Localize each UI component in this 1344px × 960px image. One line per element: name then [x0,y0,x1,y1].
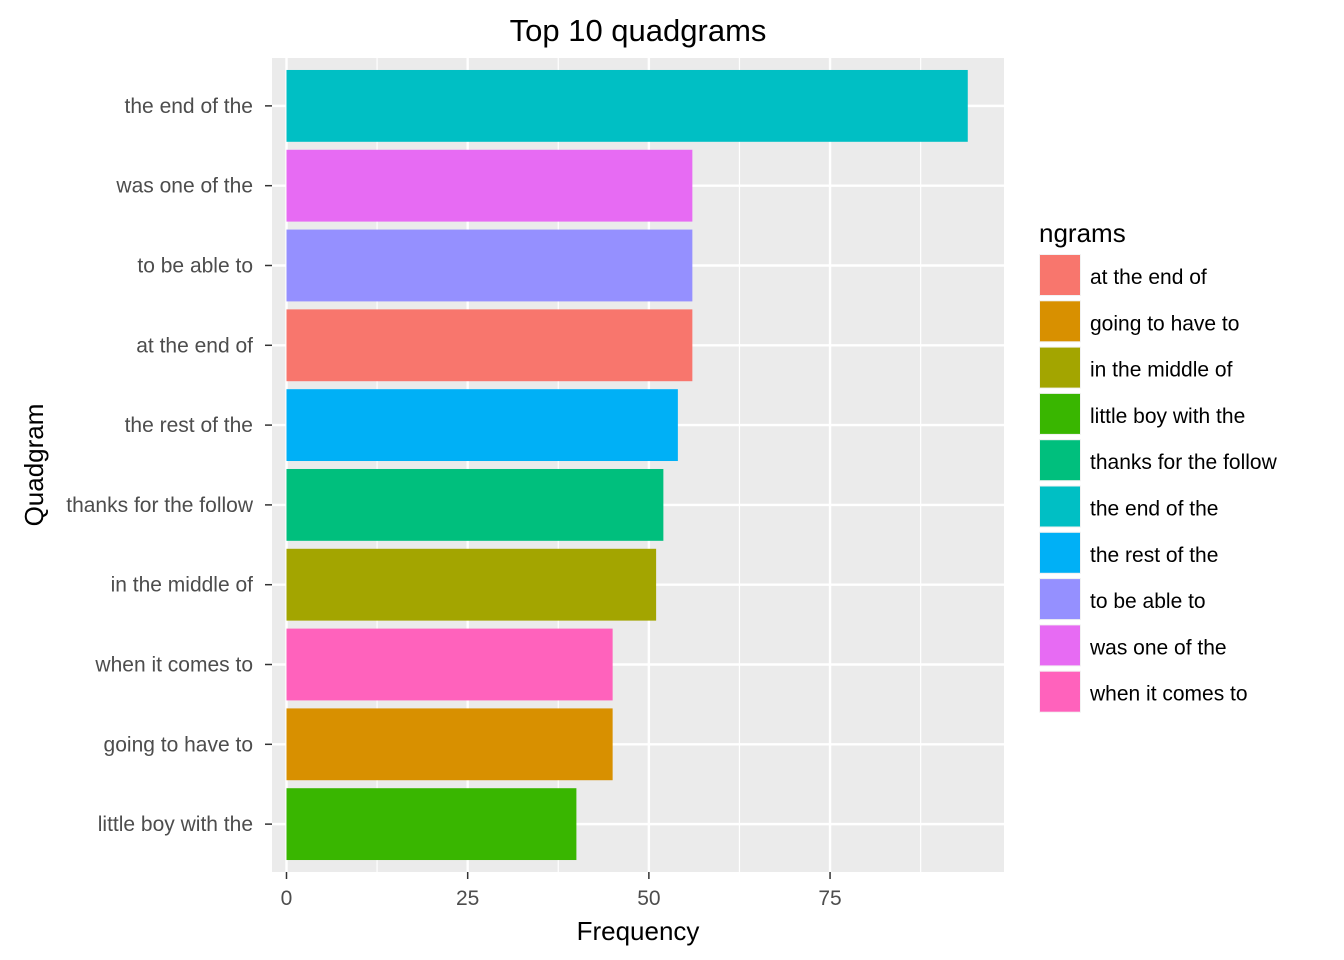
bar [286,309,693,382]
legend-key-swatch [1040,440,1080,481]
y-tick-label: going to have to [104,733,253,756]
bar [286,468,664,541]
legend: ngrams at the end of going to have to in t… [1039,218,1278,713]
bar [286,389,678,462]
y-tick-label: in the middle of [111,574,254,597]
legend-label: was one of the [1089,636,1227,659]
legend-label: the end of the [1090,498,1218,521]
y-tick-label: the rest of the [125,414,253,437]
y-tick-label: thanks for the follow [66,494,254,517]
bar [286,628,613,701]
chart-title: Top 10 quadgrams [510,13,767,48]
legend-label: little boy with the [1090,405,1245,428]
y-tick-label: the end of the [125,95,253,118]
x-tick-label: 50 [637,887,660,910]
x-tick-label: 25 [456,887,479,910]
legend-key-swatch [1040,579,1080,620]
legend-key-swatch [1040,532,1080,573]
y-axis: the end of the was one of the to be able t… [66,95,272,836]
legend-key-swatch [1040,625,1080,666]
legend-label: thanks for the follow [1090,451,1278,474]
legend-key-swatch [1040,671,1080,712]
bar [286,788,577,861]
legend-label: at the end of [1090,266,1207,289]
legend-key-swatch [1040,393,1080,434]
legend-label: in the middle of [1090,359,1233,382]
bar [286,149,693,222]
legend-key-swatch [1040,486,1080,527]
y-tick-label: little boy with the [98,813,253,836]
bar [286,229,693,302]
x-axis-title: Frequency [577,916,700,946]
legend-title: ngrams [1039,218,1126,248]
x-tick-label: 75 [818,887,841,910]
x-axis: 0 25 50 75 [281,872,842,910]
bar [286,708,613,781]
y-tick-label: was one of the [115,175,253,198]
bars [286,69,968,861]
legend-key-swatch [1040,347,1080,388]
legend-key-swatch [1040,255,1080,295]
y-tick-label: when it comes to [94,654,253,677]
y-tick-label: to be able to [137,254,253,277]
legend-label: to be able to [1090,590,1206,613]
legend-label: when it comes to [1089,683,1248,706]
x-tick-label: 0 [281,887,293,910]
bar [286,548,657,621]
y-axis-title: Quadgram [19,404,49,527]
legend-label: the rest of the [1090,544,1218,567]
bar [286,69,968,142]
legend-label: going to have to [1090,312,1239,335]
legend-key-swatch [1040,301,1080,342]
y-tick-label: at the end of [136,334,253,357]
